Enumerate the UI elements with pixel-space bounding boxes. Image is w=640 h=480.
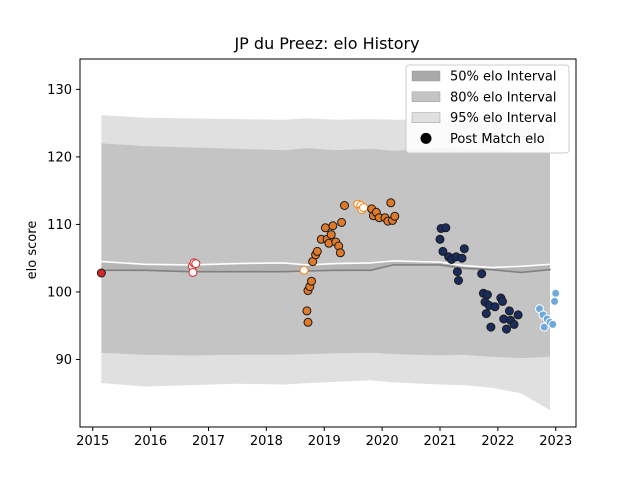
data-point [454,276,463,285]
data-point [502,324,511,334]
data-point [441,223,451,233]
data-point [337,217,347,227]
data-point [477,269,487,279]
data-point [509,319,519,329]
data-point [551,288,561,298]
interval-lines [101,260,551,274]
data-point [504,306,514,316]
legend-label: 80% elo Interval [450,90,557,105]
data-point [390,211,400,221]
data-point [191,259,201,269]
data-point [550,296,560,306]
axes: 2015 2016 2017 2018 2019 2020 2021 2022 2023 90 10… [47,58,577,449]
y-tick-label: 100 [47,285,72,300]
x-tick-label: 2017 [192,434,225,449]
median-line [101,260,551,269]
data-point [96,268,106,278]
band-80-interval [101,143,551,359]
y-tick-label: 120 [47,150,72,165]
data-point [328,221,338,231]
legend: 50% elo Interval 80% elo Interval 95% elo … [405,64,570,154]
data-point [490,302,500,312]
x-tick-label: 2021 [423,434,456,449]
x-tick-label: 2018 [250,434,283,449]
legend-swatch [411,70,441,82]
data-point [438,246,448,256]
chart-title: JP du Preez: elo History [233,34,419,53]
x-tick-label: 2019 [308,434,341,449]
data-point [459,244,469,254]
x-tick-label: 2023 [539,434,572,449]
legend-marker [420,132,432,144]
data-point [307,276,316,286]
data-point [457,253,467,263]
band-50-interval [101,260,551,273]
interval-bands [101,115,551,411]
legend-label: 50% elo Interval [450,70,557,85]
lower-quartile-line [101,264,551,274]
plot-frame [79,58,577,428]
x-tick-label: 2020 [366,434,399,449]
y-tick-label: 110 [47,218,72,233]
data-point [482,290,492,300]
data-points [96,198,561,334]
data-point [386,198,396,208]
data-point [513,310,523,320]
data-point [486,322,496,332]
x-tick-label: 2015 [76,434,109,449]
legend-swatch [411,112,441,123]
data-point [326,230,336,240]
data-point [498,296,507,306]
y-axis-label: elo score [25,221,40,280]
data-point [312,246,322,256]
x-tick-label: 2022 [481,434,514,449]
data-point [452,267,462,277]
legend-swatch [411,91,441,103]
data-point [359,203,369,213]
data-point [548,319,558,329]
legend-label: Post Match elo [450,132,545,147]
data-point [303,317,313,327]
data-point [335,248,345,258]
y-tick-label: 130 [47,83,72,98]
data-point [481,309,491,319]
y-tick-label: 90 [55,353,72,368]
data-point [320,223,330,233]
data-point [188,267,198,277]
data-point [302,306,312,316]
data-point [299,265,309,275]
legend-box [405,64,570,154]
data-point [435,234,445,244]
x-tick-label: 2016 [134,434,167,449]
data-point [340,201,349,210]
legend-label: 95% elo Interval [450,111,557,126]
data-point [539,322,549,332]
